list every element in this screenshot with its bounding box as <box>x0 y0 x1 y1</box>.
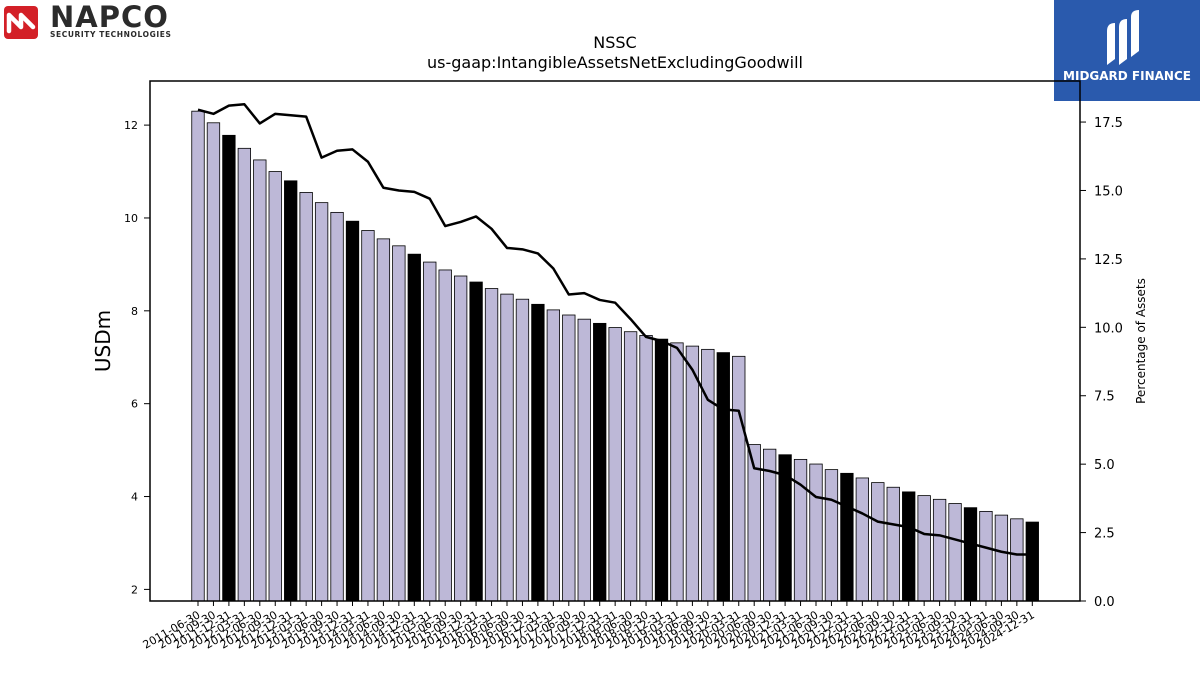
bar-2011-09-30 <box>206 122 221 602</box>
bar-2022-06-30 <box>871 482 885 602</box>
bar-2013-03-31 <box>299 192 313 602</box>
y2-tick-label: 17.5 <box>1094 116 1123 131</box>
bar-2014-03-31 <box>361 230 375 602</box>
bar-2018-12-31 <box>654 338 669 602</box>
y2-tick-label: 15.0 <box>1094 184 1123 199</box>
bar-2015-09-30 <box>453 275 468 602</box>
bar-2016-12-31 <box>531 303 545 602</box>
bars-group <box>191 110 1039 602</box>
y2-tick-label: 0.0 <box>1094 595 1115 610</box>
x-axis: 2011-06-302011-09-302011-12-312012-03-31… <box>141 601 1037 652</box>
bar-2017-06-30 <box>562 314 576 602</box>
y-axis-label: USDm <box>91 310 115 372</box>
y-tick-label: 10 <box>124 212 138 225</box>
y2-tick-label: 5.0 <box>1094 458 1115 473</box>
bar-2017-09-30 <box>577 318 591 602</box>
y2-tick-label: 7.5 <box>1094 390 1115 405</box>
bar-2021-06-30 <box>809 463 823 602</box>
bar-2013-09-30 <box>330 211 344 602</box>
bar-2018-03-31 <box>608 327 622 602</box>
bar-2022-03-31 <box>855 477 869 602</box>
bar-2019-03-31 <box>670 342 684 602</box>
chart-title: NSSC <box>593 33 636 52</box>
bar-2015-12-31 <box>469 281 483 602</box>
bar-2012-09-30 <box>268 171 282 602</box>
bar-2012-03-31 <box>237 147 252 602</box>
bar-2017-03-31 <box>546 309 560 602</box>
bar-2018-09-30 <box>639 335 653 602</box>
y-tick-label: 8 <box>131 305 138 318</box>
bar-2012-06-30 <box>253 159 267 602</box>
bar-2023-09-30 <box>948 503 962 602</box>
bar-2021-09-30 <box>824 469 839 602</box>
line-group <box>197 103 1033 556</box>
bar-2020-03-31 <box>732 355 746 602</box>
y2-tick-label: 10.0 <box>1094 321 1123 336</box>
bar-2024-09-30 <box>1010 518 1024 602</box>
y2-tick-label: 12.5 <box>1094 253 1123 268</box>
bar-2011-06-30 <box>191 110 205 602</box>
napco-tagline: SECURITY TECHNOLOGIES <box>50 30 172 39</box>
bar-2014-06-30 <box>376 238 391 602</box>
bar-2021-12-31 <box>840 472 854 602</box>
napco-wordmark: NAPCO <box>50 0 169 34</box>
bar-2019-12-31 <box>716 352 730 602</box>
napco-emblem-icon <box>4 6 38 39</box>
y2-axis-label: Percentage of Assets <box>1134 278 1148 404</box>
bar-2016-09-30 <box>515 298 530 602</box>
bar-2015-06-30 <box>438 269 452 602</box>
bar-2023-12-31 <box>963 507 978 602</box>
bar-2015-03-31 <box>423 261 437 602</box>
midgard-emblem-icon <box>1107 10 1139 65</box>
bar-2013-12-31 <box>345 220 360 602</box>
bar-2013-06-30 <box>314 202 329 602</box>
y2-tick-label: 2.5 <box>1094 527 1115 542</box>
y-axis-left: 2 4 6 8 10 12 <box>124 119 150 596</box>
chart-subtitle: us-gaap:IntangibleAssetsNetExcludingGood… <box>427 53 803 72</box>
bar-2014-09-30 <box>392 245 406 602</box>
bar-2019-06-30 <box>685 345 700 602</box>
y-tick-label: 4 <box>131 491 138 504</box>
bar-2023-06-30 <box>932 498 947 602</box>
y-tick-label: 12 <box>124 119 138 132</box>
y-tick-label: 2 <box>131 583 138 596</box>
bar-2023-03-31 <box>917 495 931 602</box>
bar-2019-09-30 <box>701 348 715 602</box>
bar-2024-03-31 <box>979 510 993 602</box>
bar-2022-12-31 <box>902 491 916 602</box>
bar-2017-12-31 <box>593 322 607 602</box>
bar-2018-06-30 <box>623 331 638 602</box>
bar-2024-12-31 <box>1025 521 1039 602</box>
bar-2012-12-31 <box>284 180 298 602</box>
bar-2024-06-30 <box>994 514 1009 602</box>
percentage-line <box>197 103 1033 556</box>
bar-2016-06-30 <box>500 293 514 602</box>
bar-2014-12-31 <box>407 253 421 602</box>
y-tick-label: 6 <box>131 398 138 411</box>
midgard-finance-logo: MIDGARD FINANCE <box>1054 0 1200 101</box>
bar-2011-12-31 <box>222 134 236 602</box>
bar-2016-03-31 <box>484 288 499 602</box>
midgard-finance-name: MIDGARD FINANCE <box>1063 69 1191 83</box>
napco-logo: NAPCO SECURITY TECHNOLOGIES <box>4 0 214 41</box>
bar-2022-09-30 <box>886 486 900 602</box>
y-axis-right: 0.0 2.5 5.0 7.5 10.0 12.5 15.0 17.5 <box>1080 116 1123 610</box>
